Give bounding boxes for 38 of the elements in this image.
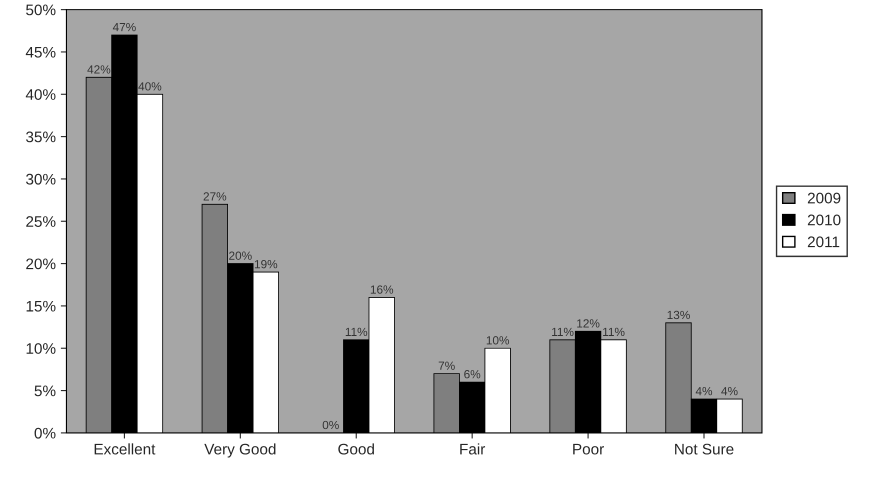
- data-label: 0%: [322, 420, 339, 430]
- data-label: 6%: [464, 370, 480, 378]
- data-label: 19%: [254, 260, 278, 268]
- data-label: 11%: [552, 328, 574, 336]
- data-label: 16%: [370, 285, 394, 294]
- y-tick-label: 40%: [26, 89, 56, 100]
- y-tick-label: 10%: [26, 343, 56, 354]
- y-tick-label: 25%: [26, 216, 56, 227]
- x-tick-label: Not Sure: [675, 444, 734, 455]
- x-tick-label: Good: [338, 443, 374, 455]
- legend-label: 2010: [808, 214, 840, 226]
- data-label: 11%: [603, 328, 625, 336]
- x-tick-label: Poor: [573, 444, 604, 455]
- data-label: 13%: [668, 310, 690, 320]
- x-tick-label: Fair: [460, 443, 486, 455]
- data-label: 11%: [346, 328, 368, 336]
- legend-label: 2011: [808, 236, 840, 248]
- data-label: 4%: [696, 387, 712, 396]
- data-label: 10%: [486, 336, 510, 345]
- data-label: 12%: [577, 319, 600, 328]
- y-tick-label: 5%: [34, 386, 56, 396]
- y-tick-label: 30%: [26, 174, 56, 185]
- data-label: 7%: [438, 362, 455, 370]
- x-tick-label: Very Good: [204, 443, 276, 458]
- y-tick-label: 50%: [26, 4, 56, 16]
- data-label: 4%: [721, 387, 738, 396]
- y-tick-label: 45%: [26, 46, 56, 58]
- legend-label: 2009: [808, 192, 840, 204]
- data-label: 47%: [112, 22, 136, 32]
- data-label: 20%: [229, 252, 252, 260]
- data-label: 27%: [204, 192, 226, 201]
- x-tick-label: Excellent: [94, 443, 156, 455]
- y-tick-label: 0%: [34, 428, 56, 439]
- data-label: 40%: [138, 82, 162, 91]
- y-tick-label: 35%: [26, 131, 56, 142]
- y-tick-label: 20%: [26, 258, 56, 270]
- y-tick-label: 15%: [26, 300, 56, 312]
- data-label: 42%: [87, 65, 110, 74]
